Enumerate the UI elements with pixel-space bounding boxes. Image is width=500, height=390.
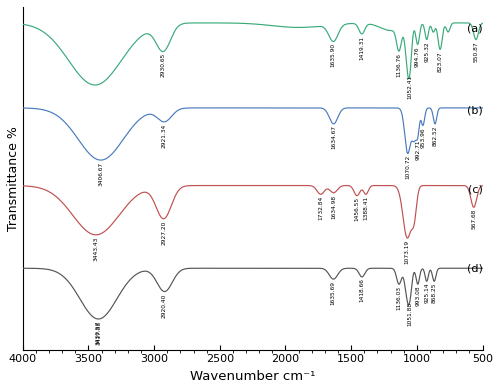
Text: 1635.90: 1635.90	[331, 43, 336, 67]
Text: (a): (a)	[467, 23, 483, 33]
Text: 2920.40: 2920.40	[162, 293, 167, 317]
Text: 3443.43: 3443.43	[94, 236, 98, 261]
Text: 3417.88: 3417.88	[96, 321, 102, 345]
Text: 3406.67: 3406.67	[98, 162, 103, 186]
Text: 1388.41: 1388.41	[364, 196, 368, 220]
X-axis label: Wavenumber cm⁻¹: Wavenumber cm⁻¹	[190, 370, 316, 383]
Text: 868.25: 868.25	[432, 283, 436, 303]
Text: 992.71: 992.71	[416, 140, 420, 160]
Text: 1419.31: 1419.31	[360, 35, 364, 60]
Text: 993.08: 993.08	[416, 286, 420, 307]
Text: 1051.88: 1051.88	[408, 302, 412, 326]
Text: 1635.69: 1635.69	[331, 281, 336, 305]
Text: (c): (c)	[468, 184, 483, 194]
Text: 550.87: 550.87	[474, 41, 478, 62]
Text: 925.14: 925.14	[424, 283, 429, 303]
Text: 1070.72: 1070.72	[405, 155, 410, 179]
Text: 1456.55: 1456.55	[354, 197, 360, 222]
Text: 1073.19: 1073.19	[404, 240, 409, 264]
Text: (d): (d)	[467, 263, 483, 273]
Text: 1732.84: 1732.84	[318, 196, 323, 220]
Text: 3430.57: 3430.57	[95, 321, 100, 345]
Text: 1634.67: 1634.67	[331, 126, 336, 149]
Text: 925.32: 925.32	[424, 41, 429, 62]
Text: (b): (b)	[467, 105, 483, 115]
Text: 567.68: 567.68	[471, 209, 476, 229]
Y-axis label: Transmittance %: Transmittance %	[7, 126, 20, 231]
Text: 994.76: 994.76	[415, 46, 420, 67]
Text: 2930.65: 2930.65	[160, 53, 166, 78]
Text: 823.07: 823.07	[438, 51, 442, 72]
Text: 1136.03: 1136.03	[396, 286, 402, 310]
Text: 1136.76: 1136.76	[396, 53, 402, 77]
Text: 2921.34: 2921.34	[162, 124, 167, 148]
Text: 1052.41: 1052.41	[408, 75, 412, 99]
Text: 2927.20: 2927.20	[161, 220, 166, 245]
Text: 953.96: 953.96	[420, 127, 426, 148]
Text: 1634.98: 1634.98	[331, 195, 336, 218]
Text: 862.52: 862.52	[432, 126, 438, 146]
Text: 1418.66: 1418.66	[360, 278, 364, 303]
